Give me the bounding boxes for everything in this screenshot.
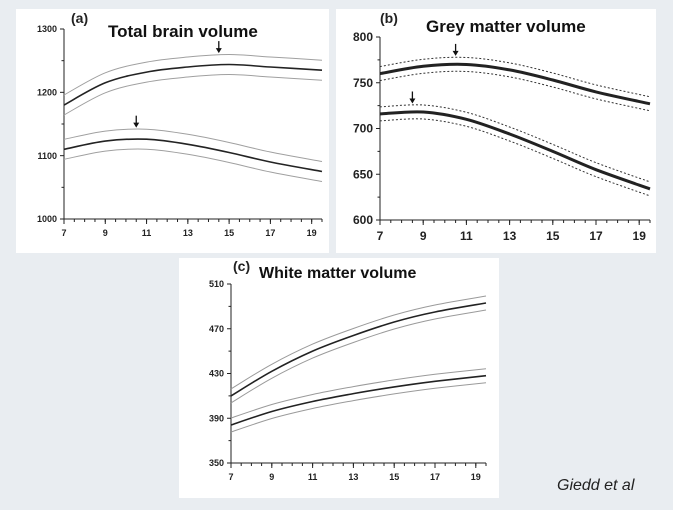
confidence-band xyxy=(230,382,487,433)
confidence-band xyxy=(63,128,323,162)
chart-panel-white-matter-volume: 350 390 430 470 510 7 9 11 13 15 17 19 (c) White matt… xyxy=(179,258,499,498)
y-tick-label: 510 xyxy=(209,279,224,289)
y-tick-label: 600 xyxy=(353,213,373,227)
series-line xyxy=(379,62,651,106)
y-tick-label: 650 xyxy=(353,167,373,181)
x-tick-label: 13 xyxy=(503,229,517,243)
x-tick-label: 7 xyxy=(228,472,233,482)
y-tick-label: 800 xyxy=(353,30,373,44)
peak-arrowhead xyxy=(215,48,222,54)
x-tick-label: 19 xyxy=(307,228,317,238)
series-2 xyxy=(230,368,487,433)
x-tick-label: 9 xyxy=(269,472,274,482)
x-tick-label: 17 xyxy=(589,229,603,243)
series-line xyxy=(379,110,651,191)
chart-panel-total-brain-volume: 1000 1100 1200 1300 7 9 11 13 15 17 19 (a) Total bra… xyxy=(16,9,329,253)
chart-title: White matter volume xyxy=(259,265,416,282)
x-tick-label: 9 xyxy=(103,228,108,238)
chart-title: Total brain volume xyxy=(108,22,258,41)
series-1 xyxy=(230,295,487,404)
confidence-band xyxy=(230,309,487,404)
x-tick-label: 9 xyxy=(420,229,427,243)
x-tick-label: 15 xyxy=(389,472,399,482)
total-brain-volume-chart: 1000 1100 1200 1300 7 9 11 13 15 17 19 (a) Total bra… xyxy=(37,10,323,238)
confidence-band xyxy=(379,56,651,98)
confidence-band xyxy=(63,73,323,116)
confidence-band xyxy=(230,295,487,390)
y-tick-label: 750 xyxy=(353,76,373,90)
series-1 xyxy=(379,56,651,112)
x-tick-label: 11 xyxy=(460,229,473,243)
y-tick-label: 350 xyxy=(209,458,224,468)
peak-arrowhead xyxy=(409,98,416,104)
panel-letter: (a) xyxy=(71,10,88,26)
peak-arrowhead xyxy=(452,50,459,56)
y-tick-label: 470 xyxy=(209,324,224,334)
x-tick-label: 19 xyxy=(633,229,647,243)
y-tick-label: 1000 xyxy=(37,214,57,224)
series-line xyxy=(63,138,323,173)
confidence-band xyxy=(230,368,487,419)
grey-matter-volume-chart: 600 650 700 750 800 7 9 11 13 15 17 19 (b) Grey matte… xyxy=(353,10,651,243)
x-tick-label: 15 xyxy=(224,228,234,238)
peak-arrowhead xyxy=(133,122,140,128)
x-tick-label: 15 xyxy=(546,229,560,243)
y-tick-label: 1200 xyxy=(37,87,57,97)
x-tick-label: 13 xyxy=(348,472,358,482)
series-line xyxy=(63,63,323,106)
x-tick-label: 19 xyxy=(471,472,481,482)
series-line xyxy=(230,374,487,426)
confidence-band xyxy=(379,104,651,183)
y-tick-label: 1300 xyxy=(37,24,57,34)
confidence-band xyxy=(379,118,651,197)
x-tick-label: 7 xyxy=(61,228,66,238)
series-2 xyxy=(63,128,323,182)
y-tick-label: 430 xyxy=(209,369,224,379)
x-tick-label: 11 xyxy=(142,228,152,238)
panel-letter: (c) xyxy=(233,258,250,274)
citation-text: Giedd et al xyxy=(557,477,635,494)
x-tick-label: 13 xyxy=(183,228,193,238)
panel-letter: (b) xyxy=(380,10,398,26)
chart-panel-grey-matter-volume: 600 650 700 750 800 7 9 11 13 15 17 19 (b) Grey matte… xyxy=(336,9,656,253)
chart-title: Grey matter volume xyxy=(426,17,586,36)
x-tick-label: 11 xyxy=(308,472,318,482)
y-tick-label: 1100 xyxy=(37,151,57,161)
x-tick-label: 17 xyxy=(265,228,275,238)
x-tick-label: 17 xyxy=(430,472,440,482)
series-line xyxy=(230,302,487,397)
series-1 xyxy=(63,53,323,116)
confidence-band xyxy=(63,148,323,182)
y-tick-label: 700 xyxy=(353,122,373,136)
y-tick-label: 390 xyxy=(209,413,224,423)
series-2 xyxy=(379,104,651,197)
x-tick-label: 7 xyxy=(377,229,384,243)
white-matter-volume-chart: 350 390 430 470 510 7 9 11 13 15 17 19 (c) White matt… xyxy=(209,258,487,482)
confidence-band xyxy=(63,53,323,96)
